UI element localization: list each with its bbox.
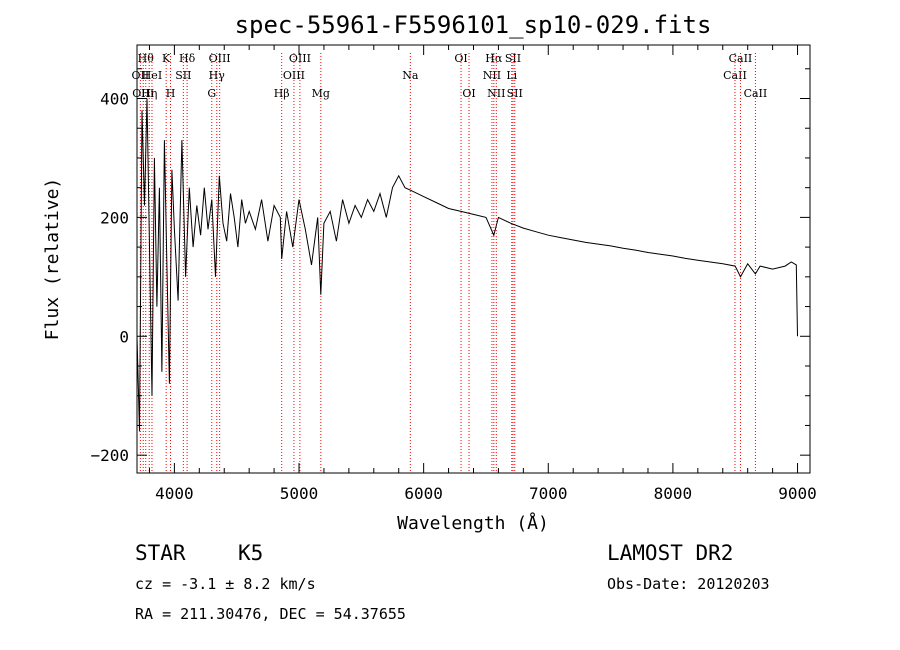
spectral-line-label: HeI [142, 69, 162, 82]
spectral-line-label: Li [506, 69, 517, 82]
axes: 4000 5000 6000 7000 8000 9000 −200 0 200 400 [90, 45, 817, 503]
survey-name: LAMOST DR2 [607, 541, 734, 565]
spectral-line-label: OII [132, 69, 150, 82]
plot-frame [136, 44, 811, 474]
x-tick-label: 9000 [778, 484, 817, 503]
spectral-line-label: Hθ [138, 52, 155, 65]
coordinates-text: RA = 211.30476, DEC = 54.37655 [135, 605, 406, 623]
spectral-line-label: OI [462, 87, 475, 100]
y-tick-label: 0 [119, 327, 129, 346]
spectral-line-label: Hα [485, 52, 503, 65]
spectrum-line [136, 98, 798, 432]
spectral-line-label: CaII [723, 69, 747, 82]
x-tick-label: 8000 [654, 484, 693, 503]
x-tick-label: 4000 [155, 484, 194, 503]
spectral-line-label: OIII [209, 52, 231, 65]
spectral-line-label: CaII [744, 87, 768, 100]
spectral-line-label: SII [175, 69, 191, 82]
chart-title: spec-55961-F5596101_sp10-029.fits [235, 11, 712, 39]
spectral-line-label: Hβ [274, 87, 290, 100]
spectral-line-label: OIII [289, 52, 311, 65]
spectral-line-label: OIII [283, 69, 305, 82]
spectral-line-label: Na [402, 69, 419, 82]
spectral-line-label: OI [454, 52, 467, 65]
spectral-line-label: Hγ [209, 69, 226, 82]
spectral-line-label: NII [483, 69, 501, 82]
y-tick-label: 400 [100, 90, 129, 109]
object-class: STAR [135, 541, 186, 565]
spectral-line-label: SII [507, 87, 523, 100]
spectral-line-label: NII [487, 87, 505, 100]
x-tick-label: 7000 [529, 484, 568, 503]
x-tick-label: 6000 [404, 484, 443, 503]
spectral-line-label: Hδ [179, 52, 196, 65]
spectral-line-label: Mg [312, 87, 330, 100]
spectral-line-label: OIII [132, 87, 154, 100]
y-tick-label: −200 [90, 446, 129, 465]
spectral-line-label: Hη [141, 87, 157, 100]
spectral-line-label: K [162, 52, 171, 65]
spectral-line-label: SII [505, 52, 521, 65]
spectral-line-label: G [207, 87, 216, 100]
object-subclass: K5 [238, 541, 264, 565]
x-axis-label: Wavelength (Å) [397, 512, 549, 534]
redshift-text: cz = -3.1 ± 8.2 km/s [135, 575, 316, 593]
spectral-line-label: CaII [729, 52, 753, 65]
obs-date: Obs-Date: 20120203 [607, 575, 770, 593]
spectral-line-label: H [166, 87, 176, 100]
y-tick-label: 200 [100, 208, 129, 227]
y-axis-label: Flux (relative) [42, 178, 63, 341]
x-tick-label: 5000 [280, 484, 319, 503]
